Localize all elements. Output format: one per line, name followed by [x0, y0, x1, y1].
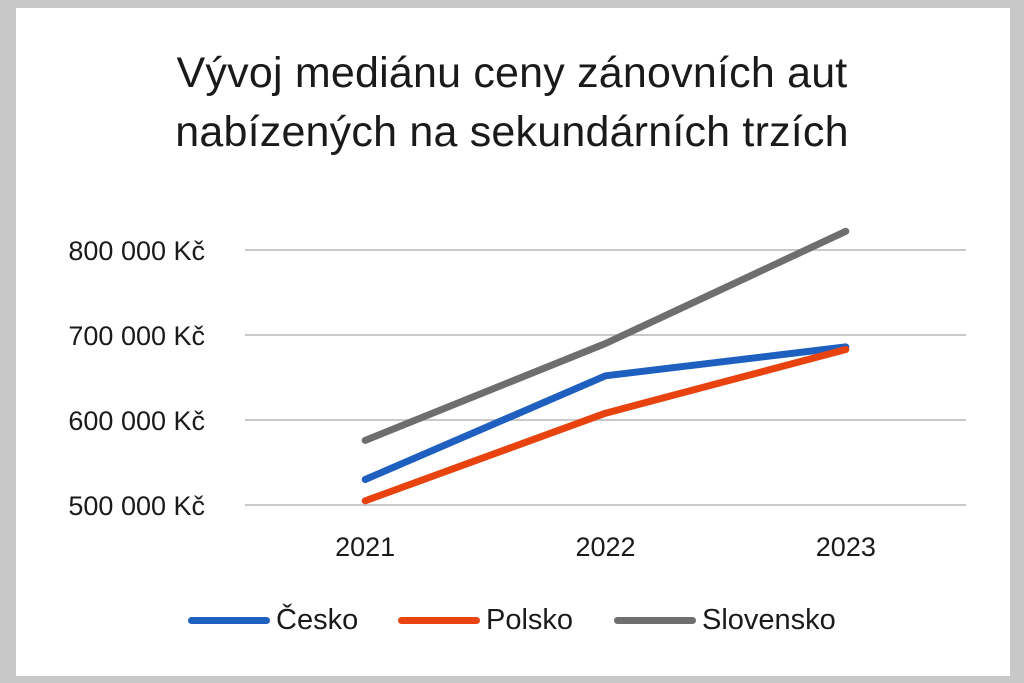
- y-tick-label: 700 000 Kč: [68, 321, 205, 351]
- legend-label-polsko: Polsko: [486, 603, 574, 636]
- y-tick-label: 600 000 Kč: [68, 406, 205, 436]
- y-tick-label: 500 000 Kč: [68, 491, 205, 521]
- x-tick-label: 2023: [816, 532, 876, 562]
- series-line-česko: [361, 343, 850, 483]
- legend-label-slovensko: Slovensko: [702, 603, 836, 636]
- legend-swatch-cesko: [188, 616, 270, 624]
- x-axis-labels: 2021 2022 2023: [335, 532, 876, 562]
- y-axis-labels: 500 000 Kč 600 000 Kč 700 000 Kč 800 000 Kč: [68, 236, 205, 521]
- chart-title-line-1: Vývoj mediánu ceny zánovních aut: [176, 49, 848, 97]
- legend-swatch-polsko: [398, 616, 480, 624]
- chart-card: [16, 8, 1010, 676]
- chart-title-line-2: nabízených na sekundárních trzích: [175, 108, 849, 156]
- legend: Česko Polsko Slovensko: [0, 598, 1024, 642]
- legend-swatch-slovensko: [614, 616, 696, 624]
- series-line-slovensko: [361, 227, 850, 444]
- x-tick-label: 2021: [335, 532, 395, 562]
- x-tick-label: 2022: [575, 532, 635, 562]
- legend-item-polsko: Polsko: [398, 598, 573, 642]
- series-line-polsko: [361, 346, 850, 505]
- gridlines: [245, 249, 966, 506]
- y-tick-label: 800 000 Kč: [68, 236, 205, 266]
- chart-title: Vývoj mediánu ceny zánovních aut nabízen…: [0, 44, 1024, 162]
- legend-label-cesko: Česko: [276, 603, 359, 636]
- legend-item-slovensko: Slovensko: [614, 598, 836, 642]
- legend-item-cesko: Česko: [188, 598, 358, 642]
- series-lines: [361, 227, 850, 505]
